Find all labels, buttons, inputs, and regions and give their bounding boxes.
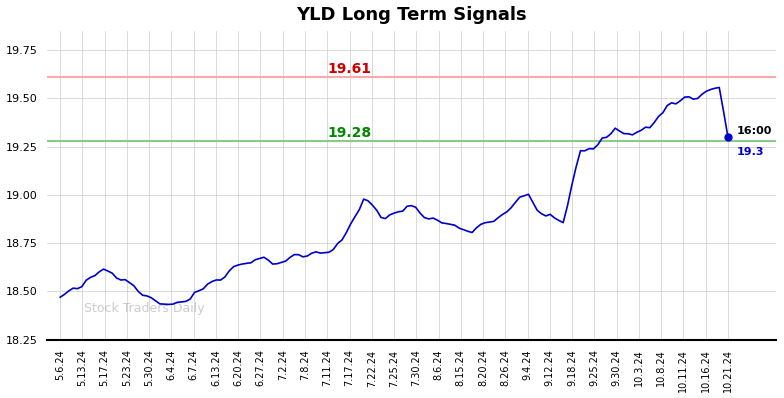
Text: Stock Traders Daily: Stock Traders Daily bbox=[84, 302, 204, 315]
Title: YLD Long Term Signals: YLD Long Term Signals bbox=[296, 6, 527, 23]
Text: 19.61: 19.61 bbox=[327, 62, 371, 76]
Text: 19.28: 19.28 bbox=[327, 126, 372, 140]
Text: 19.3: 19.3 bbox=[737, 146, 764, 156]
Text: 16:00: 16:00 bbox=[737, 126, 772, 136]
